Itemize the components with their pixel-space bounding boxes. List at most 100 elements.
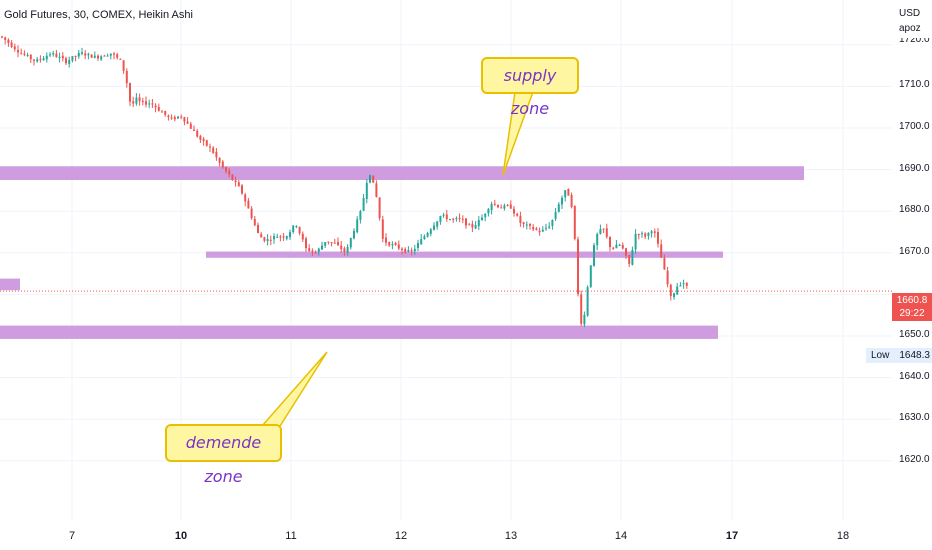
candle-body [218, 157, 221, 163]
candle-body [132, 101, 135, 104]
candle-body [391, 244, 394, 246]
demand-pointer [260, 351, 328, 427]
candle-body [516, 213, 519, 216]
candles-layer [1, 35, 688, 328]
candle-body [164, 110, 167, 115]
candle-body [372, 175, 375, 183]
candle-body [650, 231, 653, 234]
candle-body [669, 284, 672, 296]
candle-body [452, 218, 455, 220]
candle-body [106, 55, 109, 57]
candle-body [641, 233, 643, 235]
last-price-value: 1660.8 [896, 295, 928, 306]
candle-body [519, 215, 522, 224]
zone-rect[interactable] [0, 166, 804, 180]
candle-body [103, 55, 106, 57]
candle-body [500, 207, 503, 209]
price-tick-label: 1680.0 [899, 204, 930, 216]
candle-body [157, 106, 160, 111]
candle-body [548, 226, 551, 228]
candle-body [58, 56, 61, 58]
candle-body [186, 121, 189, 124]
candle-body [289, 232, 291, 238]
chart-title[interactable]: Gold Futures, 30, COMEX, Heikin Ashi [4, 9, 193, 21]
candle-body [423, 236, 426, 240]
candle-body [295, 226, 298, 228]
candle-body [474, 225, 477, 229]
candle-body [487, 209, 490, 214]
candle-body [116, 54, 119, 58]
candle-body [244, 194, 247, 202]
candle-body [7, 39, 10, 43]
candle-body [141, 101, 144, 103]
candle-body [279, 236, 282, 238]
candle-body [586, 287, 589, 316]
price-tick-label: 1640.0 [899, 370, 930, 382]
candle-body [477, 220, 480, 227]
candle-body [228, 170, 231, 175]
candle-body [129, 83, 131, 102]
currency-label[interactable]: USD [899, 8, 921, 19]
candle-body [263, 237, 266, 241]
zone-rect[interactable] [0, 325, 718, 339]
candle-body [135, 97, 138, 104]
candle-body [253, 218, 256, 226]
candle-body [612, 247, 615, 249]
candle-body [10, 42, 13, 47]
candle-body [465, 218, 467, 226]
candle-body [609, 236, 611, 248]
candle-body [385, 237, 387, 243]
price-tick-label-partial: 1720.0 [899, 38, 930, 43]
low-label: Low [871, 350, 890, 361]
candle-body [321, 245, 323, 250]
candle-body [39, 59, 42, 61]
demand-zone-callout[interactable]: demende zone [165, 424, 282, 486]
price-tick-label: 1630.0 [899, 412, 930, 424]
candle-body [551, 219, 554, 226]
zone-rect[interactable] [0, 278, 20, 291]
candle-body [29, 54, 32, 60]
candle-body [87, 53, 90, 56]
supply-zone-callout[interactable]: supply zone [481, 57, 579, 118]
candle-body [346, 246, 349, 253]
candle-body [250, 208, 253, 219]
candle-body [541, 229, 544, 232]
candle-body [209, 146, 211, 148]
candle-body [561, 197, 563, 205]
candle-body [317, 248, 320, 252]
candle-body [433, 225, 435, 230]
candle-body [362, 198, 365, 211]
candle-body [397, 244, 400, 249]
candle-body [388, 242, 391, 246]
date-tick-label: 10 [174, 530, 188, 542]
candle-body [545, 227, 547, 229]
candle-body [97, 55, 99, 59]
demand-zone-text: demende zone [185, 433, 262, 486]
date-tick-label: 7 [68, 530, 76, 542]
candle-body [503, 205, 506, 209]
zone-rect[interactable] [206, 251, 723, 258]
candle-body [225, 167, 227, 172]
candle-body [84, 53, 87, 56]
candle-body [356, 219, 359, 233]
candle-body [36, 59, 39, 62]
callout-pointers [260, 91, 535, 427]
bar-countdown: 29:22 [899, 308, 925, 319]
candle-body [522, 222, 525, 225]
candle-body [375, 183, 378, 197]
candle-body [77, 52, 80, 57]
candle-body [193, 129, 195, 131]
candle-body [113, 53, 115, 55]
candle-body [439, 216, 442, 222]
candle-body [349, 238, 352, 248]
candle-body [167, 115, 170, 117]
candle-body [445, 214, 448, 220]
candle-body [369, 175, 371, 183]
candle-body [247, 200, 250, 209]
candle-body [567, 189, 570, 196]
candle-body [161, 111, 163, 113]
candle-body [644, 233, 647, 237]
candle-body [381, 219, 384, 239]
